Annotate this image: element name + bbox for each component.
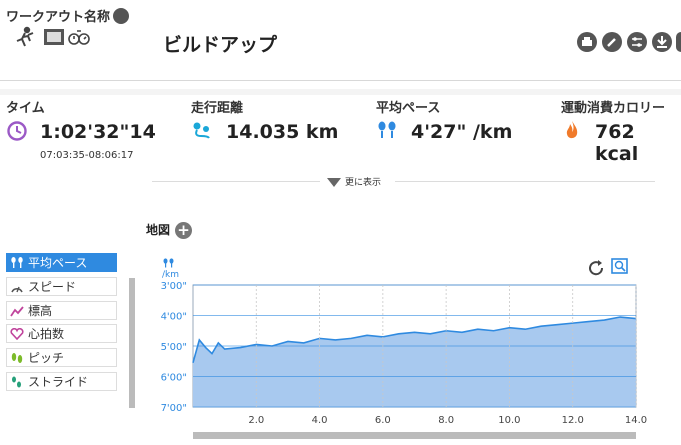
menu-scrollbar[interactable]	[129, 278, 135, 408]
edit-name-icon[interactable]	[113, 7, 130, 24]
x-tick-label: 8.0	[438, 415, 454, 426]
x-tick-label: 12.0	[562, 415, 584, 426]
y-tick-label: 7'00"	[161, 403, 187, 414]
triangle-down-icon	[327, 178, 341, 187]
metric-item-label: スピード	[28, 280, 77, 294]
y-tick-label: 5'00"	[161, 342, 187, 353]
metric-item-label: 標高	[28, 304, 53, 318]
metric-item-stride[interactable]: ストライド	[6, 372, 117, 391]
show-more-toggle[interactable]: 更に表示	[327, 175, 381, 188]
metric-item-label: 心拍数	[28, 327, 65, 341]
y-tick-label: 6'00"	[161, 373, 187, 384]
footprints-icon	[376, 120, 398, 142]
pace-value: 4'27" /km	[411, 121, 513, 143]
settings-icon[interactable]	[627, 32, 647, 52]
time-range: 07:03:35-08:06:17	[40, 150, 134, 161]
y-tick-label: 3'00"	[161, 281, 187, 292]
more-divider-left	[152, 181, 320, 182]
calories-label: 運動消費カロリー	[561, 101, 666, 116]
map-expand-icon[interactable]: +	[175, 222, 192, 239]
time-value: 1:02'32"14	[40, 121, 156, 143]
stride-icon	[12, 376, 21, 387]
workout-name-text: ワークアウト名称	[6, 10, 111, 25]
x-tick-label: 4.0	[312, 415, 328, 426]
delete-icon[interactable]	[676, 32, 681, 52]
pace-label: 平均ペース	[376, 101, 441, 116]
route-icon	[191, 120, 213, 142]
metric-item-label: ストライド	[28, 375, 89, 389]
x-tick-label: 6.0	[375, 415, 391, 426]
edit-icon[interactable]	[602, 32, 622, 52]
cadence-icon	[11, 352, 23, 363]
metric-item-cadence[interactable]: ピッチ	[6, 348, 117, 367]
pace-area	[193, 317, 636, 407]
metric-item-elevation[interactable]: 標高	[6, 301, 117, 320]
x-tick-label: 2.0	[248, 415, 264, 426]
calories-value: 762 kcal	[595, 121, 639, 165]
map-label: 地図	[146, 223, 171, 237]
workout-title: ビルドアップ	[163, 34, 278, 56]
running-person-icon[interactable]	[16, 26, 34, 47]
pace-line	[192, 316, 637, 363]
metric-item-label: ピッチ	[28, 351, 65, 365]
download-icon[interactable]	[652, 32, 672, 52]
elevation-icon	[10, 305, 24, 316]
heart-icon	[10, 327, 24, 340]
show-more-label: 更に表示	[345, 178, 382, 188]
stopwatch-icon[interactable]	[68, 30, 90, 45]
x-tick-label: 10.0	[498, 415, 520, 426]
y-axis-unit: /km	[162, 270, 179, 280]
metric-item-label: 平均ペース	[28, 256, 88, 270]
distance-label: 走行距離	[191, 101, 244, 116]
x-tick-label: 14.0	[625, 415, 647, 426]
metric-item-speed[interactable]: スピード	[6, 277, 117, 296]
print-icon[interactable]	[577, 32, 597, 52]
chart-scrollbar[interactable]	[193, 432, 636, 439]
divider-band	[0, 89, 681, 95]
reset-zoom-icon[interactable]	[589, 260, 604, 276]
activity-icons	[16, 26, 96, 48]
metric-item-pace[interactable]: 平均ペース	[6, 253, 117, 272]
time-label: タイム	[6, 101, 45, 116]
distance-value: 14.035 km	[226, 121, 339, 143]
y-tick-label: 4'00"	[161, 312, 187, 323]
zoom-icon[interactable]	[611, 258, 628, 274]
pace-chart: /km 3'00" 4'00" 5'00" 6'00" 7'00" 2.0 4.0 6.0 8.…	[161, 258, 647, 426]
metric-item-heartrate[interactable]: 心拍数	[6, 324, 117, 343]
divider	[0, 80, 681, 81]
more-divider-right	[395, 181, 655, 182]
chart-pace-axis-icon	[163, 258, 174, 268]
clock-icon	[6, 120, 28, 142]
workout-name-label: ワークアウト名称	[6, 6, 130, 26]
flame-icon	[561, 120, 583, 142]
speedometer-icon	[11, 286, 23, 292]
film-icon[interactable]	[44, 29, 64, 45]
